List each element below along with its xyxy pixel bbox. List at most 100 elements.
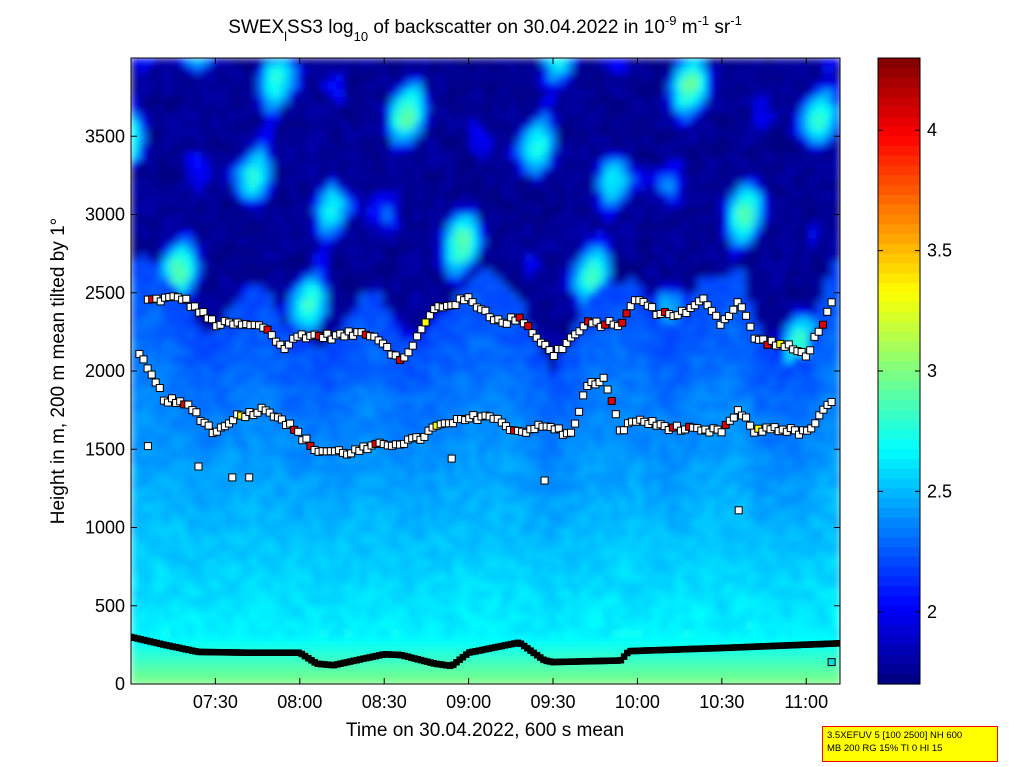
heatmap-cell (469, 488, 479, 498)
heatmap-cell (469, 144, 479, 153)
heatmap-cell (288, 300, 298, 310)
heatmap-cell (131, 308, 140, 318)
heatmap-cell (461, 261, 471, 271)
heatmap-cell (257, 198, 266, 208)
heatmap-cell (485, 73, 495, 83)
heatmap-cell (320, 261, 329, 271)
heatmap-cell (272, 206, 282, 216)
heatmap-cell (249, 58, 259, 67)
heatmap-cell (572, 464, 582, 474)
heatmap-cell (264, 668, 274, 678)
heatmap-cell (485, 449, 495, 459)
heatmap-cell (241, 355, 251, 365)
heatmap-cell (264, 550, 274, 560)
heatmap-cell (154, 464, 164, 474)
heatmap-cell (509, 73, 519, 83)
heatmap-cell (540, 308, 550, 318)
heatmap-cell (201, 355, 211, 365)
heatmap-cell (469, 206, 479, 216)
heatmap-cell (548, 644, 558, 654)
heatmap-cell (335, 402, 345, 412)
heatmap-cell (501, 159, 511, 169)
heatmap-cell (351, 104, 361, 114)
heatmap-cell (154, 527, 164, 537)
heatmap-cell (414, 441, 424, 451)
heatmap-cell (138, 511, 148, 521)
heatmap-cell (611, 558, 621, 568)
heatmap-cell (194, 89, 203, 99)
heatmap-cell (595, 496, 605, 506)
heatmap-cell (178, 519, 188, 529)
heatmap-cell (501, 394, 511, 404)
heatmap-cell (272, 371, 282, 380)
heatmap-cell (422, 183, 432, 193)
heatmap-cell (461, 550, 471, 560)
heatmap-cell (619, 144, 629, 153)
heatmap-cell (249, 308, 259, 318)
heatmap-cell (398, 504, 408, 513)
heatmap-cell (217, 65, 227, 75)
heatmap-cell (375, 198, 385, 208)
heatmap-cell (603, 371, 613, 380)
heatmap-cell (517, 644, 526, 654)
heatmap-cell (383, 644, 392, 654)
heatmap-cell (280, 605, 290, 615)
heatmap-cell (572, 284, 582, 294)
heatmap-cell (540, 355, 550, 365)
heatmap-cell (201, 652, 211, 662)
heatmap-cell (375, 582, 385, 592)
heatmap-cell (367, 676, 377, 684)
heatmap-cell (312, 284, 322, 294)
heatmap-cell (619, 81, 629, 91)
heatmap-cell (485, 206, 495, 216)
heatmap-cell (461, 496, 471, 506)
heatmap-cell (131, 144, 140, 153)
heatmap-cell (595, 504, 605, 513)
heatmap-cell (170, 73, 180, 83)
heatmap-cell (564, 284, 574, 294)
heatmap-cell (532, 284, 542, 294)
heatmap-cell (320, 97, 329, 106)
heatmap-cell (194, 65, 203, 75)
heatmap-cell (540, 668, 550, 678)
heatmap-cell (446, 316, 455, 326)
heatmap-cell (414, 496, 424, 506)
heatmap-cell (524, 292, 534, 302)
heatmap-cell (217, 535, 227, 545)
heatmap-cell (485, 128, 495, 138)
heatmap-cell (138, 237, 148, 247)
heatmap-cell (603, 488, 613, 498)
heatmap-cell (595, 629, 605, 639)
heatmap-cell (532, 371, 542, 380)
heatmap-cell (178, 112, 188, 122)
heatmap-cell (241, 222, 251, 232)
heatmap-cell (438, 519, 448, 529)
heatmap-cell (430, 464, 440, 474)
heatmap-cell (548, 480, 558, 490)
heatmap-cell (461, 574, 471, 584)
heatmap-cell (556, 449, 566, 459)
heatmap-cell (367, 300, 377, 310)
heatmap-cell (603, 668, 613, 678)
heatmap-cell (564, 206, 574, 216)
heatmap-cell (572, 543, 582, 552)
heatmap-cell (540, 261, 550, 271)
heatmap-cell (517, 339, 526, 349)
heatmap-cell (493, 277, 503, 286)
heatmap-cell (264, 175, 274, 185)
heatmap-cell (186, 668, 196, 678)
heatmap-cell (186, 324, 196, 333)
heatmap-cell (572, 449, 582, 459)
heatmap-cell (422, 410, 432, 419)
heatmap-cell (422, 214, 432, 224)
heatmap-cell (390, 496, 400, 506)
heatmap-cell (532, 504, 542, 513)
heatmap-cell (367, 151, 377, 161)
heatmap-cell (312, 371, 322, 380)
heatmap-cell (327, 590, 337, 599)
heatmap-cell (406, 97, 416, 106)
heatmap-cell (414, 386, 424, 396)
heatmap-cell (509, 97, 519, 106)
heatmap-cell (509, 433, 519, 443)
heatmap-cell (587, 136, 597, 146)
